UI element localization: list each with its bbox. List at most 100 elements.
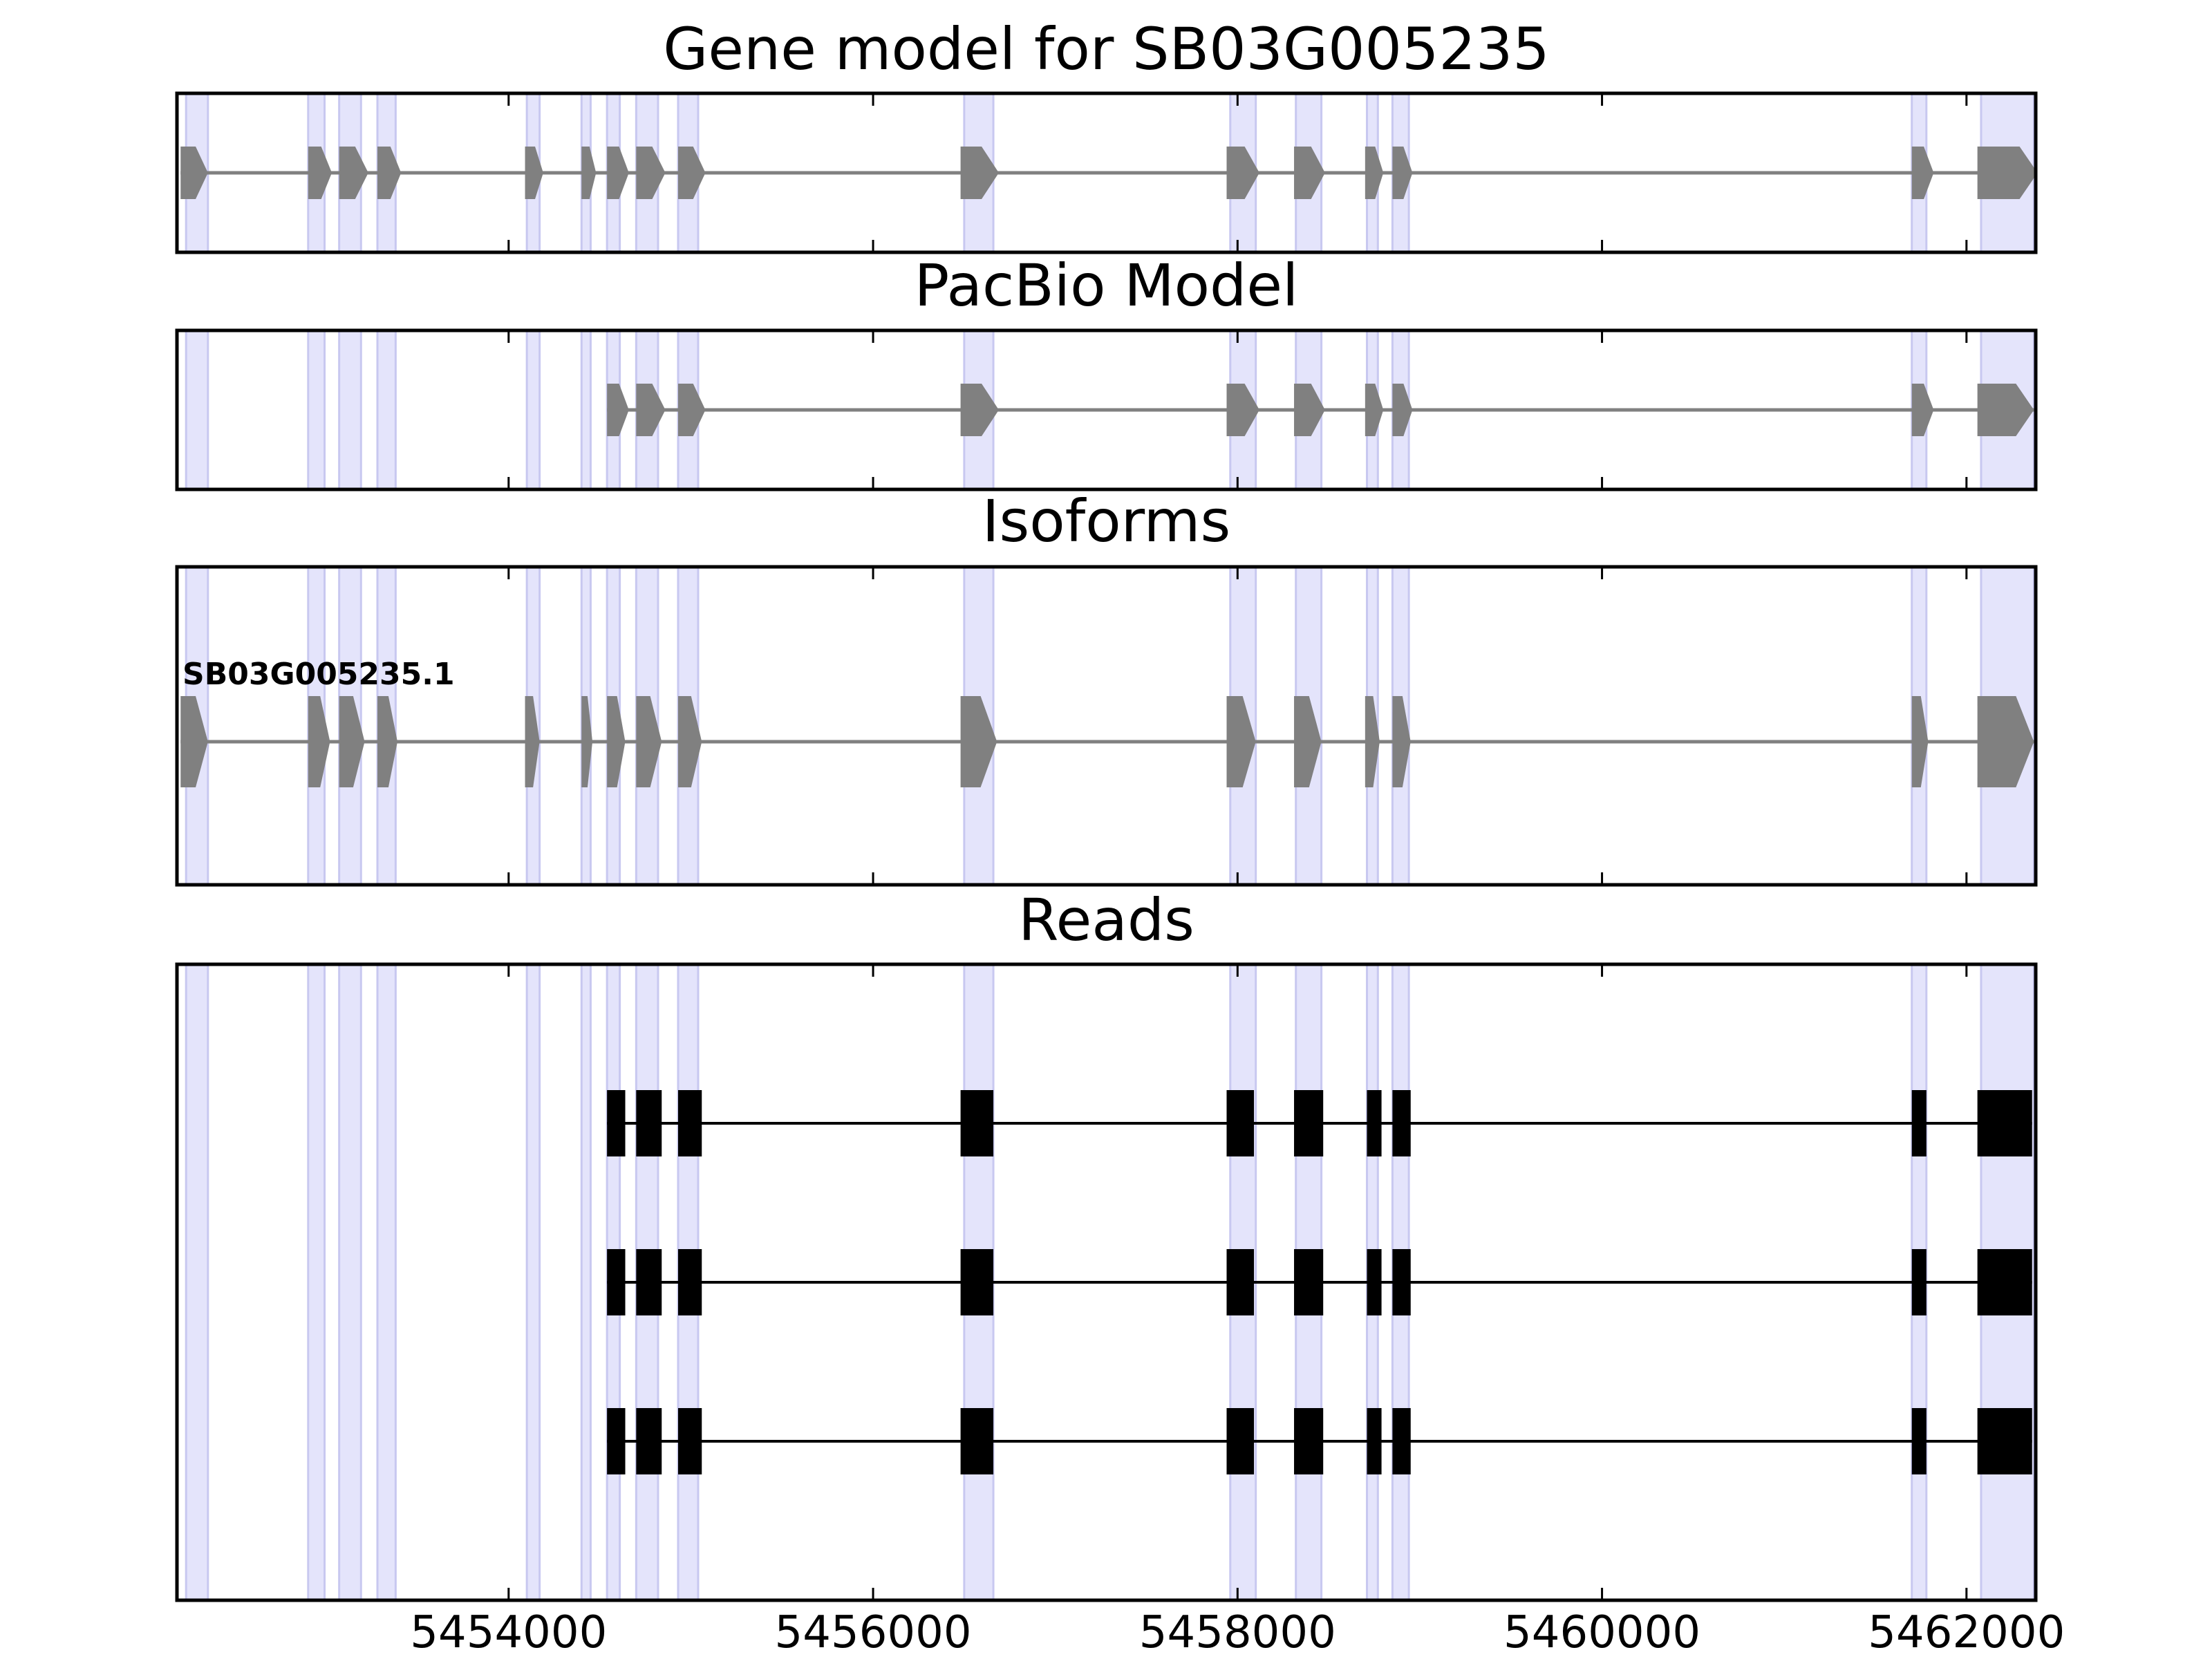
exon-arrow (308, 147, 332, 199)
exon-arrow (960, 384, 999, 436)
exon-arrow (1392, 384, 1413, 436)
panel-1: PacBio Model (175, 252, 2038, 491)
exon-arrow (377, 147, 402, 199)
exon-arrow (180, 696, 208, 787)
exon-arrow (525, 147, 543, 199)
panel-frame (175, 962, 2038, 1602)
exon-arrow (180, 147, 208, 199)
x-tick-label: 5456000 (775, 1607, 972, 1658)
exon-arrow (581, 147, 597, 199)
exon-arrow (636, 384, 666, 436)
read-exon (1367, 1090, 1382, 1156)
read-exon (636, 1249, 662, 1315)
exon-arrow (1977, 696, 2034, 787)
exon-arrow (677, 147, 706, 199)
read-exon (636, 1408, 662, 1474)
read-exon (607, 1090, 626, 1156)
exon-arrow (1294, 384, 1325, 436)
x-tick-label: 5458000 (1139, 1607, 1336, 1658)
read-exon (1294, 1090, 1324, 1156)
isoform-label: SB03G005235.1 (182, 657, 455, 692)
read-exon (1294, 1249, 1324, 1315)
panel-title: Reads (1018, 886, 1194, 954)
exon-arrow (960, 147, 999, 199)
exon-arrow (1294, 696, 1322, 787)
panel-3: Reads (175, 886, 2038, 1602)
exon-arrow (1977, 384, 2034, 436)
exon-arrow (1226, 696, 1256, 787)
read-exon (1226, 1408, 1255, 1474)
read-exon (1392, 1249, 1411, 1315)
read-exon (1977, 1090, 2032, 1156)
x-tick-label: 5460000 (1503, 1607, 1700, 1658)
exon-arrow (1392, 696, 1411, 787)
exon-arrow (1365, 147, 1384, 199)
read-exon (677, 1249, 702, 1315)
exon-arrow (1977, 147, 2036, 199)
read-exon (1294, 1408, 1324, 1474)
exon-arrow (677, 696, 702, 787)
exon-arrow (377, 696, 397, 787)
exon-arrow (1294, 147, 1325, 199)
read-exon (1911, 1090, 1927, 1156)
read-exon (1392, 1090, 1411, 1156)
exon-arrow (1911, 696, 1929, 787)
exon-arrow (677, 384, 706, 436)
x-tick-label: 5462000 (1868, 1607, 2065, 1658)
exon-band (525, 330, 541, 489)
exon-band (525, 964, 541, 1600)
read-exon (960, 1249, 994, 1315)
read-exon (1367, 1249, 1382, 1315)
read-exon (1911, 1249, 1927, 1315)
exon-band (580, 964, 592, 1600)
panel-title: Gene model for SB03G005235 (663, 15, 1549, 83)
read-exon (960, 1090, 994, 1156)
exon-band (307, 964, 326, 1600)
panel-title: Isoforms (982, 487, 1231, 555)
read-exon (1392, 1408, 1411, 1474)
panel-title: PacBio Model (915, 252, 1299, 319)
read-exon (636, 1090, 662, 1156)
exon-band (376, 964, 397, 1600)
exon-arrow (636, 147, 666, 199)
exon-band (185, 964, 209, 1600)
exon-arrow (308, 696, 330, 787)
exon-arrow (607, 384, 629, 436)
exon-band (185, 330, 209, 489)
exon-arrow (607, 696, 626, 787)
exon-arrow (525, 696, 540, 787)
read-exon (677, 1408, 702, 1474)
read-exon (607, 1249, 626, 1315)
x-tick-label: 5454000 (410, 1607, 607, 1658)
read-exon (677, 1090, 702, 1156)
exon-arrow (636, 696, 662, 787)
exon-arrow (339, 147, 368, 199)
exon-arrow (1365, 696, 1380, 787)
read-exon (607, 1408, 626, 1474)
read-exon (1977, 1249, 2032, 1315)
read-exon (960, 1408, 994, 1474)
panel-2: SB03G005235.1 Isoforms (175, 487, 2038, 887)
exon-band (338, 330, 362, 489)
exon-arrow (1365, 384, 1384, 436)
read-exon (1226, 1090, 1255, 1156)
read-exon (1977, 1408, 2032, 1474)
exon-arrow (1226, 147, 1259, 199)
read-exon (1367, 1408, 1382, 1474)
panel-frame (175, 565, 2038, 887)
exon-band (338, 964, 362, 1600)
read-exon (1911, 1408, 1927, 1474)
exon-arrow (1911, 384, 1934, 436)
panel-0: Gene model for SB03G005235 (175, 15, 2038, 254)
exon-band (307, 330, 326, 489)
panel-frame (175, 328, 2038, 491)
exon-arrow (1226, 384, 1259, 436)
exon-arrow (607, 147, 629, 199)
panel-frame (175, 91, 2038, 254)
exon-band (376, 330, 397, 489)
exon-arrow (581, 696, 593, 787)
exon-arrow (960, 696, 997, 787)
exon-arrow (1911, 147, 1934, 199)
read-exon (1226, 1249, 1255, 1315)
